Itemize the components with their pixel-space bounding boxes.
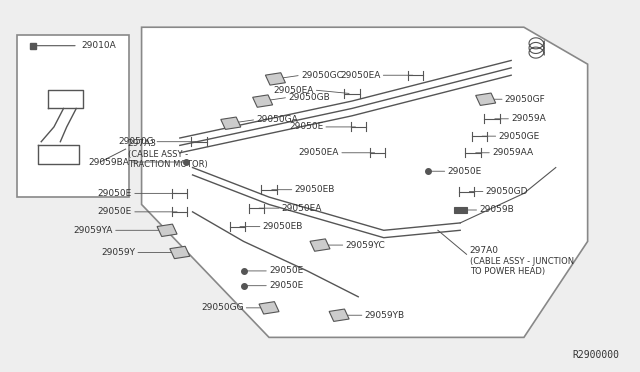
Text: 29050GC: 29050GC [301, 71, 343, 80]
Polygon shape [259, 302, 279, 314]
Text: 297A0: 297A0 [470, 246, 499, 255]
Polygon shape [476, 93, 496, 105]
Polygon shape [221, 117, 241, 129]
Text: 29050E: 29050E [269, 281, 303, 290]
Text: 29050G: 29050G [118, 137, 154, 146]
Text: 29050GF: 29050GF [505, 95, 545, 104]
Text: 29050EA: 29050EA [282, 203, 322, 213]
Text: 29050GG: 29050GG [201, 303, 244, 312]
Text: TO POWER HEAD): TO POWER HEAD) [470, 267, 545, 276]
Text: 29059YB: 29059YB [365, 311, 404, 320]
Text: TRACTION MOTOR): TRACTION MOTOR) [127, 160, 207, 169]
Polygon shape [170, 246, 190, 259]
Text: 29050GB: 29050GB [288, 93, 330, 102]
Text: 29050EA: 29050EA [273, 86, 314, 94]
Text: 29059B: 29059B [479, 205, 514, 215]
Text: 29010A: 29010A [81, 41, 116, 50]
Text: 297A3: 297A3 [127, 139, 157, 148]
Text: 29050E: 29050E [289, 122, 323, 131]
Text: R2900000: R2900000 [573, 350, 620, 359]
Text: 29050EB: 29050EB [262, 222, 303, 231]
Bar [454, 207, 467, 213]
Text: (CABLE ASSY -: (CABLE ASSY - [127, 150, 188, 159]
Polygon shape [141, 27, 588, 337]
Polygon shape [310, 239, 330, 251]
Text: 29050E: 29050E [269, 266, 303, 275]
Polygon shape [253, 95, 273, 107]
Text: 29050GE: 29050GE [499, 132, 540, 141]
Text: 29059A: 29059A [511, 114, 546, 123]
Text: 29059BA: 29059BA [88, 157, 129, 167]
Text: 29059YC: 29059YC [346, 241, 385, 250]
Polygon shape [329, 309, 349, 321]
Text: 29059Y: 29059Y [101, 248, 135, 257]
Text: (CABLE ASSY - JUNCTION: (CABLE ASSY - JUNCTION [470, 257, 574, 266]
Text: 29059YA: 29059YA [74, 226, 113, 235]
Polygon shape [266, 73, 285, 85]
FancyBboxPatch shape [17, 35, 129, 197]
Text: 29050GD: 29050GD [486, 187, 528, 196]
Text: 29050GA: 29050GA [256, 115, 298, 124]
Text: 29050E: 29050E [98, 189, 132, 198]
Text: 29050E: 29050E [98, 207, 132, 217]
Text: 29050EB: 29050EB [294, 185, 335, 194]
Text: 29050EA: 29050EA [340, 71, 381, 80]
Text: 29050EA: 29050EA [299, 148, 339, 157]
Text: 29050E: 29050E [447, 167, 482, 176]
Polygon shape [157, 224, 177, 237]
Text: 29059AA: 29059AA [492, 148, 533, 157]
